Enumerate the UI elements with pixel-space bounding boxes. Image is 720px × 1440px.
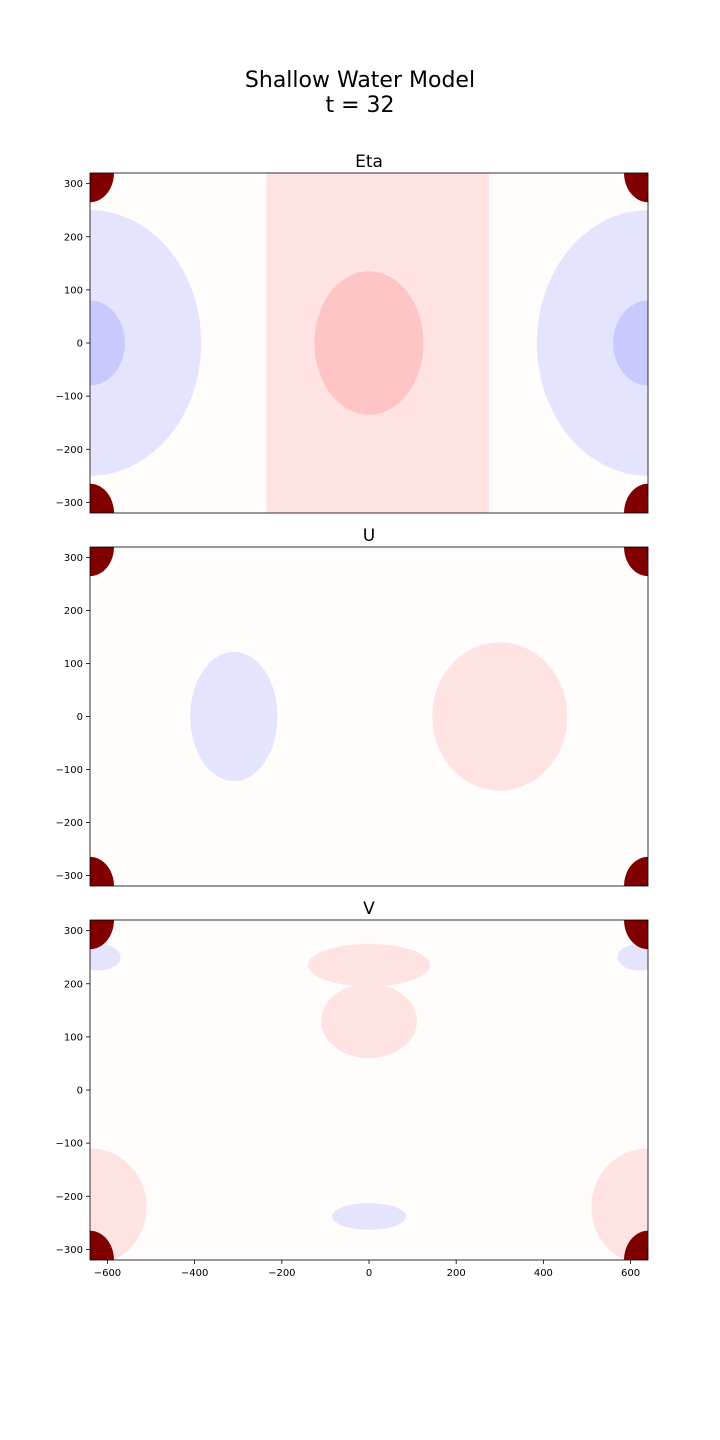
figure-title-line1: Shallow Water Model bbox=[244, 68, 476, 93]
x-tick-label: 200 bbox=[447, 1268, 466, 1279]
panel-eta-title: Eta bbox=[355, 152, 383, 172]
region-pos_strong bbox=[314, 271, 424, 415]
y-tick-label: −100 bbox=[56, 392, 83, 403]
region-pos_mid bbox=[307, 943, 431, 987]
panel-u: U 300 200 100 0 −100 −200 −300 bbox=[56, 526, 649, 887]
figure-title: Shallow Water Model t = 32 bbox=[0, 68, 720, 118]
y-tick-label: 0 bbox=[77, 712, 83, 723]
figure-title-line2: t = 32 bbox=[325, 93, 395, 118]
y-tick-label: −300 bbox=[56, 1245, 83, 1256]
corner-extreme bbox=[624, 856, 648, 886]
x-tick-label: 0 bbox=[366, 1268, 372, 1279]
corner-extreme bbox=[624, 1230, 648, 1260]
y-tick-label: 200 bbox=[64, 232, 83, 243]
corner-extreme bbox=[90, 483, 114, 513]
y-tick-label: 200 bbox=[64, 979, 83, 990]
region-pos_mid bbox=[321, 983, 417, 1059]
region-pos_mid bbox=[432, 642, 568, 791]
y-tick-label: 300 bbox=[64, 926, 83, 937]
panel-eta-field bbox=[90, 173, 648, 513]
y-tick-label: −200 bbox=[56, 1192, 83, 1203]
y-tick-label: −100 bbox=[56, 1139, 83, 1150]
panel-u-title: U bbox=[363, 526, 375, 546]
region-neg_mid bbox=[617, 943, 648, 971]
corner-extreme bbox=[90, 856, 114, 886]
region-neg_mid bbox=[90, 943, 121, 971]
x-tick-label: 600 bbox=[621, 1268, 640, 1279]
panel-v-field bbox=[90, 920, 648, 1260]
x-tick-label: −400 bbox=[181, 1268, 208, 1279]
panel-v: V 300 200 100 0 −100 −200 −300 −600 −400 −200 0 200 4… bbox=[56, 899, 649, 1279]
region-neg_mid bbox=[331, 1203, 407, 1230]
y-tick-label: 0 bbox=[77, 1086, 83, 1097]
y-tick-label: 100 bbox=[64, 1032, 83, 1043]
region-neg_mid bbox=[90, 210, 202, 476]
y-tick-label: −200 bbox=[56, 818, 83, 829]
y-tick-label: −100 bbox=[56, 765, 83, 776]
x-tick-label: 400 bbox=[534, 1268, 553, 1279]
y-tick-label: 300 bbox=[64, 179, 83, 190]
y-tick-label: 100 bbox=[64, 285, 83, 296]
y-tick-label: 200 bbox=[64, 606, 83, 617]
corner-extreme bbox=[624, 547, 648, 577]
region-neg_strong bbox=[90, 300, 125, 386]
panel-eta: Eta 300 200 100 0 −100 −200 −300 bbox=[56, 152, 649, 514]
corner-extreme bbox=[624, 173, 648, 203]
y-tick-label: −300 bbox=[56, 871, 83, 882]
y-tick-label: 0 bbox=[77, 339, 83, 350]
y-tick-label: 100 bbox=[64, 659, 83, 670]
corner-extreme bbox=[624, 483, 648, 513]
corner-extreme bbox=[90, 920, 114, 950]
panel-u-field bbox=[90, 547, 648, 886]
x-tick-label: −600 bbox=[94, 1268, 121, 1279]
corner-extreme bbox=[90, 1230, 114, 1260]
y-tick-label: −200 bbox=[56, 445, 83, 456]
region-neg_strong bbox=[613, 300, 648, 386]
x-tick-label: −200 bbox=[268, 1268, 295, 1279]
y-tick-label: −300 bbox=[56, 498, 83, 509]
corner-extreme bbox=[90, 173, 114, 203]
region-neg_mid bbox=[536, 210, 648, 476]
region-pos_mid bbox=[90, 1148, 147, 1260]
region-neg_mid bbox=[190, 651, 278, 782]
corner-extreme bbox=[90, 547, 114, 577]
corner-extreme bbox=[624, 920, 648, 950]
panel-v-title: V bbox=[363, 899, 375, 919]
region-pos_mid bbox=[591, 1148, 648, 1260]
y-tick-label: 300 bbox=[64, 553, 83, 564]
